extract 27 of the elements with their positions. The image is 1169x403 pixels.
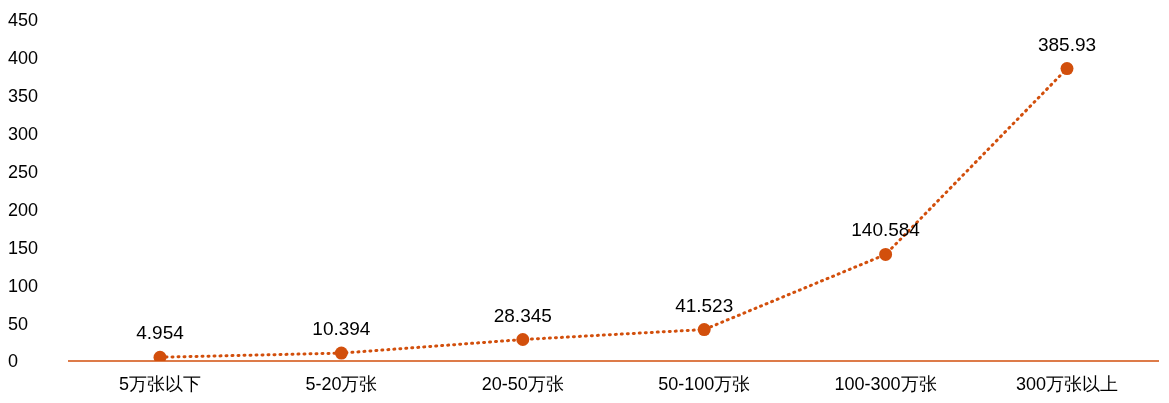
- x-tick-label: 100-300万张: [834, 373, 937, 394]
- y-tick-label: 300: [8, 124, 39, 145]
- y-tick-label: 50: [8, 313, 29, 334]
- y-tick-label: 0: [8, 351, 19, 372]
- point: [1060, 62, 1074, 76]
- y-tick-label: 150: [8, 237, 39, 258]
- point: [153, 350, 167, 361]
- data-label: 28.345: [493, 304, 552, 326]
- data-label: 41.523: [675, 294, 734, 316]
- x-tick-label: 300万张以上: [1015, 373, 1119, 394]
- y-tick-label: 350: [8, 86, 39, 107]
- y-tick-label: 200: [8, 199, 39, 220]
- y-tick-label: 100: [8, 275, 39, 296]
- x-tick-label: 50-100万张: [658, 373, 751, 394]
- y-tick-label: 400: [8, 48, 39, 69]
- x-tick-label: 5-20万张: [305, 373, 378, 394]
- y-tick-label: 450: [8, 10, 39, 31]
- data-label: 4.954: [136, 322, 185, 344]
- point: [697, 323, 711, 337]
- data-label: 385.93: [1037, 33, 1097, 55]
- point: [334, 346, 348, 360]
- y-tick-label: 250: [8, 161, 39, 182]
- x-tick-label: 5万张以下: [118, 373, 202, 394]
- point: [516, 333, 530, 347]
- data-label: 10.394: [312, 318, 371, 340]
- x-tick-label: 20-50万张: [481, 373, 564, 394]
- point: [879, 247, 893, 261]
